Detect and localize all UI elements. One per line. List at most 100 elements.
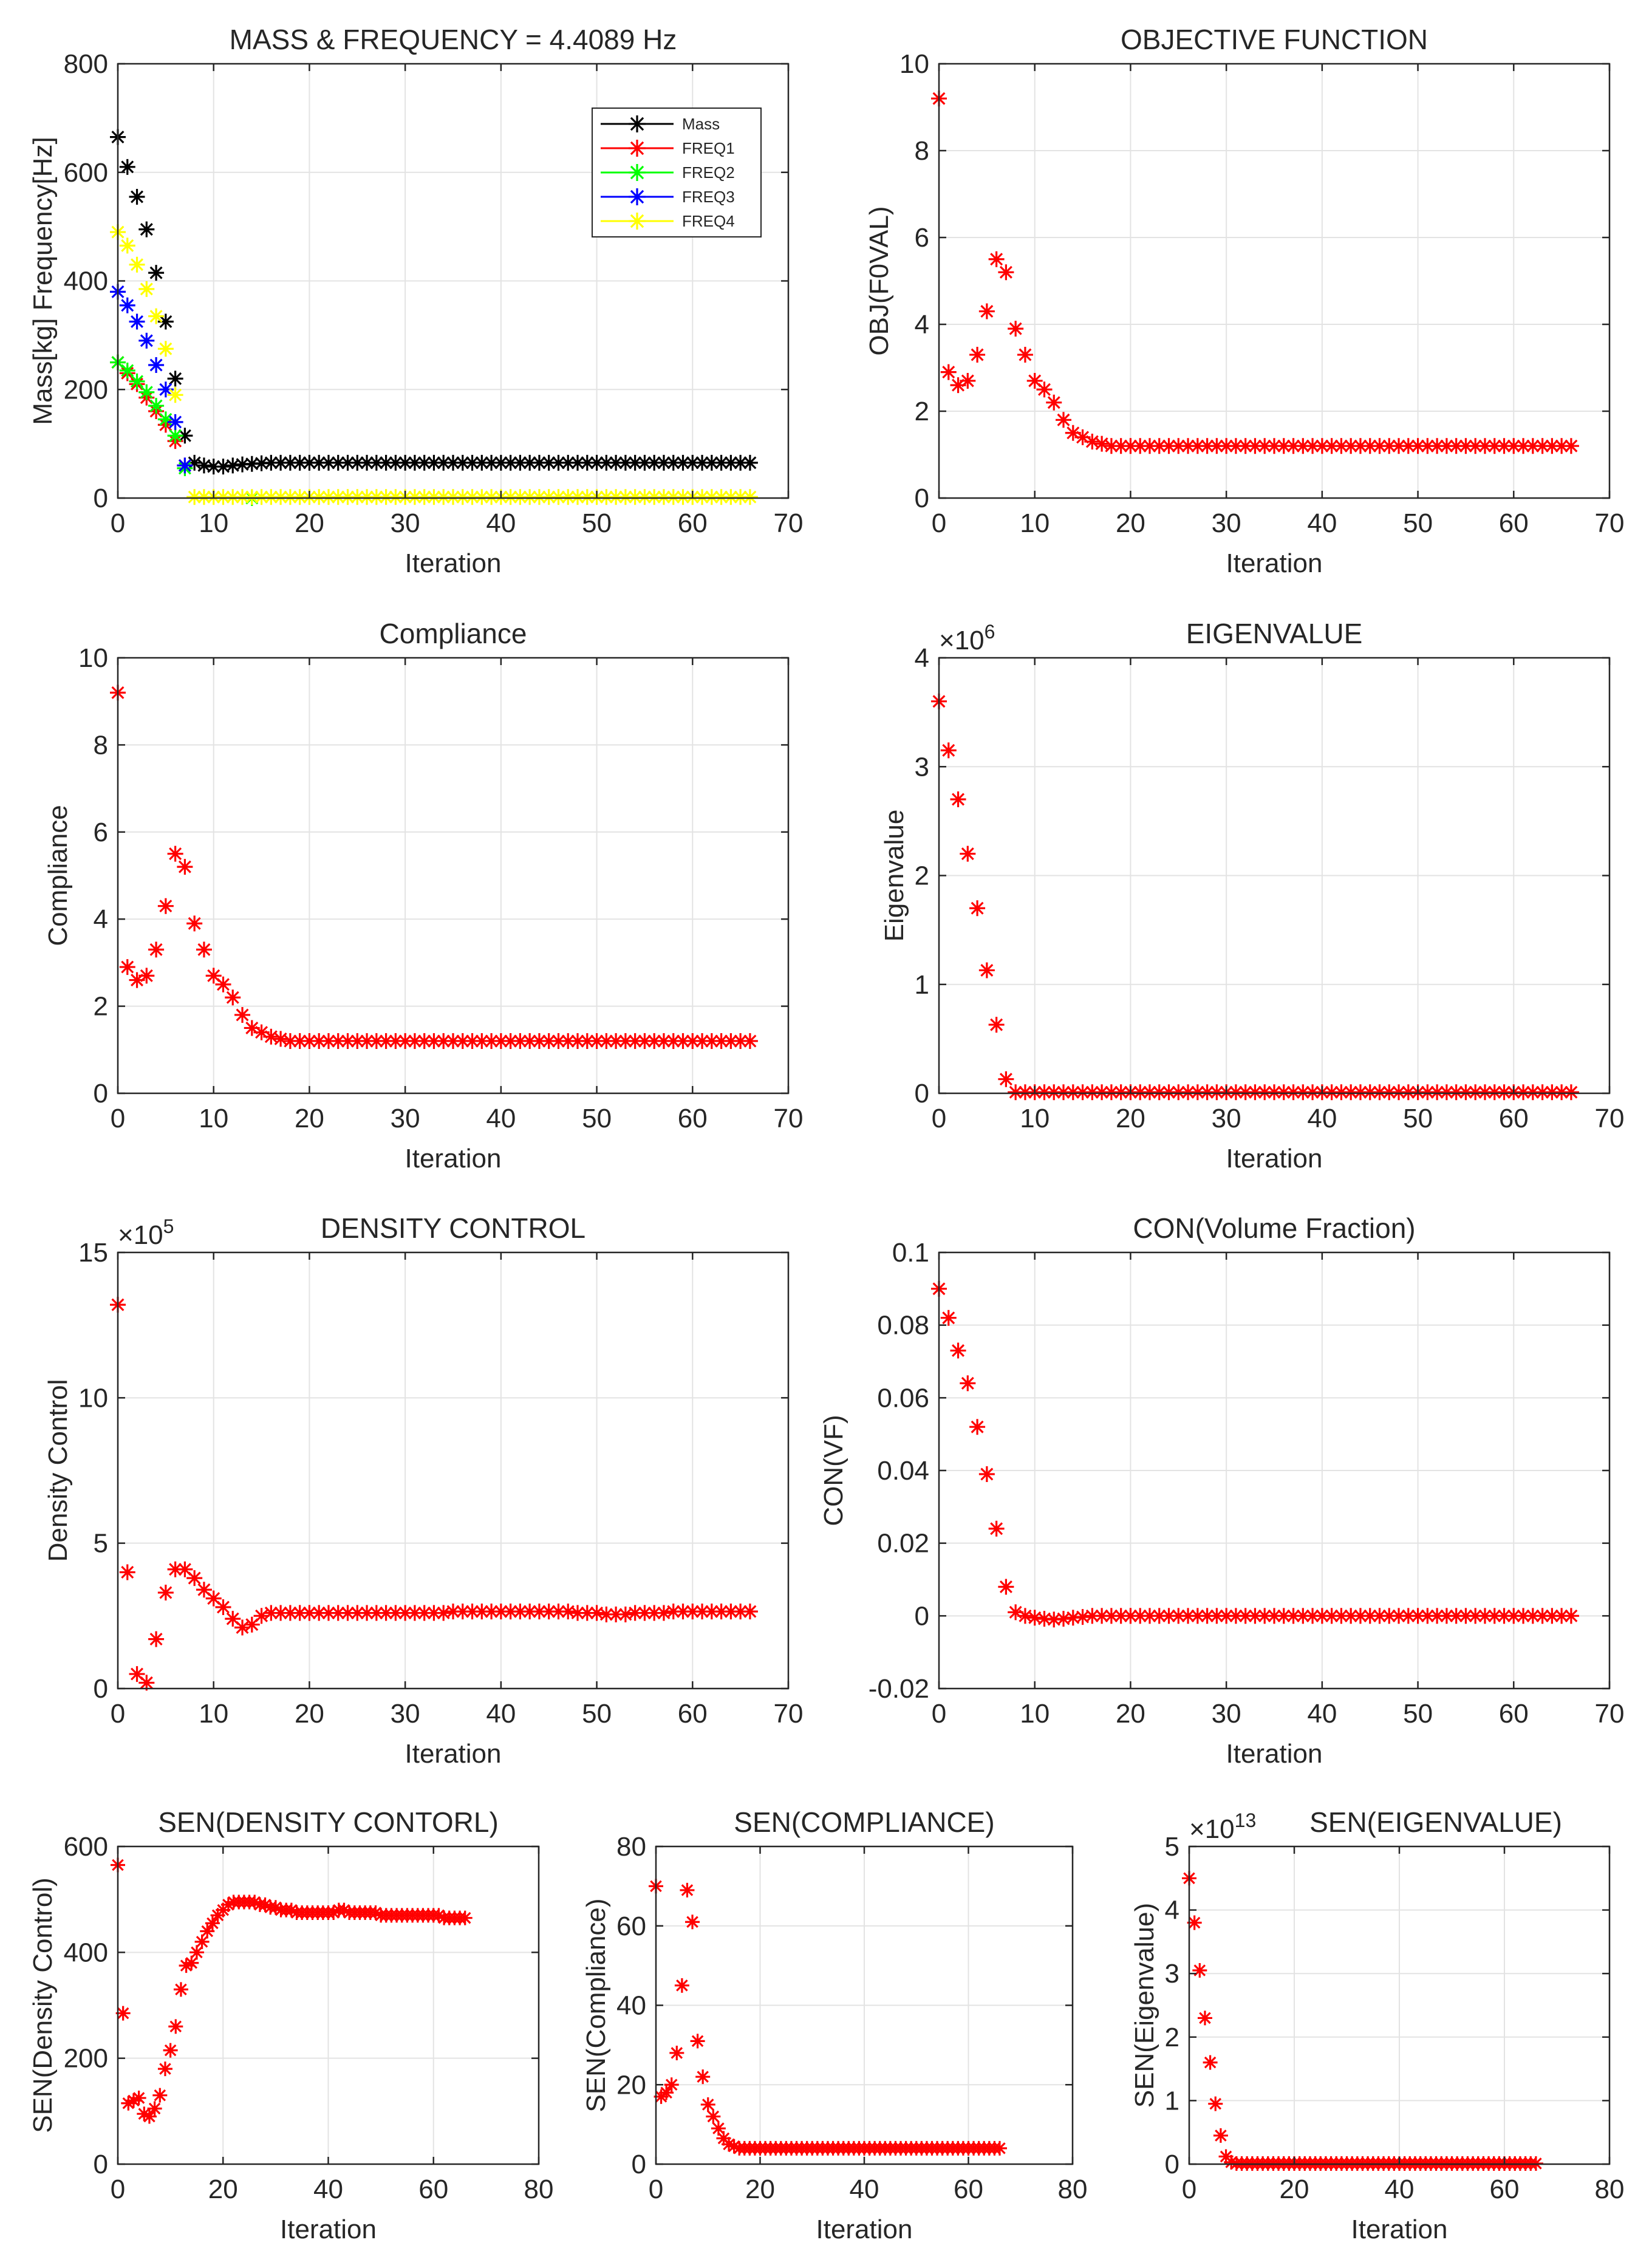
data-point [340,1605,356,1621]
legend-entry: Mass [601,115,720,133]
data-point [579,454,595,471]
data-point [330,1605,346,1621]
data-point [167,428,183,444]
data-point [978,1466,995,1482]
data-point [1026,372,1043,389]
chart-compliance: 0 10 20 30 40 50 60 70 0 2 4 6 8 10 Compliance Iteratio… [43,618,803,1173]
data-point [1017,1084,1033,1101]
data-point [723,489,739,505]
data-point [732,454,749,471]
x-tick-label: 60 [1499,1104,1529,1133]
data-point [1458,1608,1474,1624]
data-point [726,2139,742,2154]
data-point [263,1028,279,1045]
data-point [522,1604,538,1620]
data-point [732,1033,749,1049]
data-point [220,1897,236,1912]
data-point [1391,1084,1407,1101]
data-point [253,1024,270,1040]
data-point [263,489,279,505]
data-point [320,489,336,505]
y-tick-label: 15 [78,1238,108,1268]
x-tick-label: 60 [678,508,708,538]
data-point [292,489,308,505]
data-point [1323,1084,1340,1101]
data-point [244,489,260,505]
data-point [129,972,145,988]
data-point [167,414,183,430]
legend-label: FREQ4 [682,212,735,230]
data-point [1275,1608,1292,1624]
x-tick-label: 20 [1116,508,1145,538]
data-point [1554,1084,1570,1101]
data-point [637,1033,653,1049]
data-point [684,1604,701,1620]
data-point [522,1033,538,1049]
legend-entry: FREQ1 [601,139,735,157]
data-point [1199,1084,1215,1101]
data-point [675,1033,691,1049]
data-point [570,1605,586,1621]
x-tick-label: 60 [1499,1699,1529,1729]
x-tick-label: 50 [582,508,612,538]
data-point [969,1419,986,1435]
data-point [148,941,165,958]
data-point [1180,1084,1196,1101]
axis-exponent: ×105 [118,1215,174,1250]
data-point [659,2085,674,2100]
data-point [669,2045,684,2060]
data-point [205,459,222,475]
data-point [177,428,193,444]
data-point [664,2077,679,2092]
data-point [1371,1608,1388,1624]
data-point [340,454,356,471]
data-point [1305,1608,1321,1624]
data-point [431,1908,446,1923]
data-point [1448,1084,1464,1101]
data-point [1046,1084,1062,1101]
data-point [723,454,739,471]
data-point [1400,1084,1416,1101]
data-point [1008,1084,1024,1101]
x-tick-label: 60 [1490,2174,1520,2204]
x-tick-label: 0 [649,2174,663,2204]
data-point [637,454,653,471]
x-tick-label: 0 [932,508,946,538]
data-point [157,2061,172,2077]
data-point [608,454,624,471]
data-point [1314,1608,1330,1624]
data-point [435,1033,452,1049]
data-point [1448,438,1464,454]
data-point [273,454,289,471]
data-point [416,1033,432,1049]
data-point [454,1604,471,1620]
data-point [1371,1084,1388,1101]
data-point [464,1033,480,1049]
data-point [1534,1608,1551,1624]
data-point [1563,1084,1579,1101]
data-point [1151,438,1167,454]
data-point [988,1520,1005,1537]
x-tick-label: 0 [111,2174,125,2204]
y-tick-label: 0.02 [877,1529,929,1559]
data-point [1266,1084,1282,1101]
data-point [474,489,490,505]
y-tick-label: 80 [616,1832,646,1862]
data-point [1563,1608,1579,1624]
x-axis-label: Iteration [1226,1739,1323,1769]
data-point [284,1902,299,1918]
data-point [655,1605,672,1621]
y-tick-label: 1 [1165,2086,1179,2116]
data-point [940,1310,957,1326]
data-point [1161,438,1177,454]
data-point [1524,1608,1541,1624]
plot-area [118,658,788,1093]
data-point [474,1033,490,1049]
chart-objective-function: 0 10 20 30 40 50 60 70 0 2 4 6 8 10 OBJECTIVE FUNCTION… [864,24,1624,578]
data-point [1534,1084,1551,1101]
data-point [1008,321,1024,337]
data-point [695,2069,711,2085]
data-point [273,1605,289,1621]
series-compliance [110,685,758,1049]
y-tick-label: 0.08 [877,1311,929,1341]
